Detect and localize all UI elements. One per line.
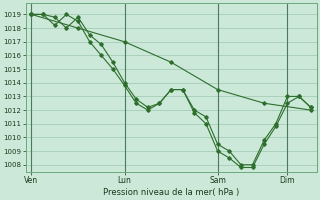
X-axis label: Pression niveau de la mer( hPa ): Pression niveau de la mer( hPa ) [103, 188, 239, 197]
